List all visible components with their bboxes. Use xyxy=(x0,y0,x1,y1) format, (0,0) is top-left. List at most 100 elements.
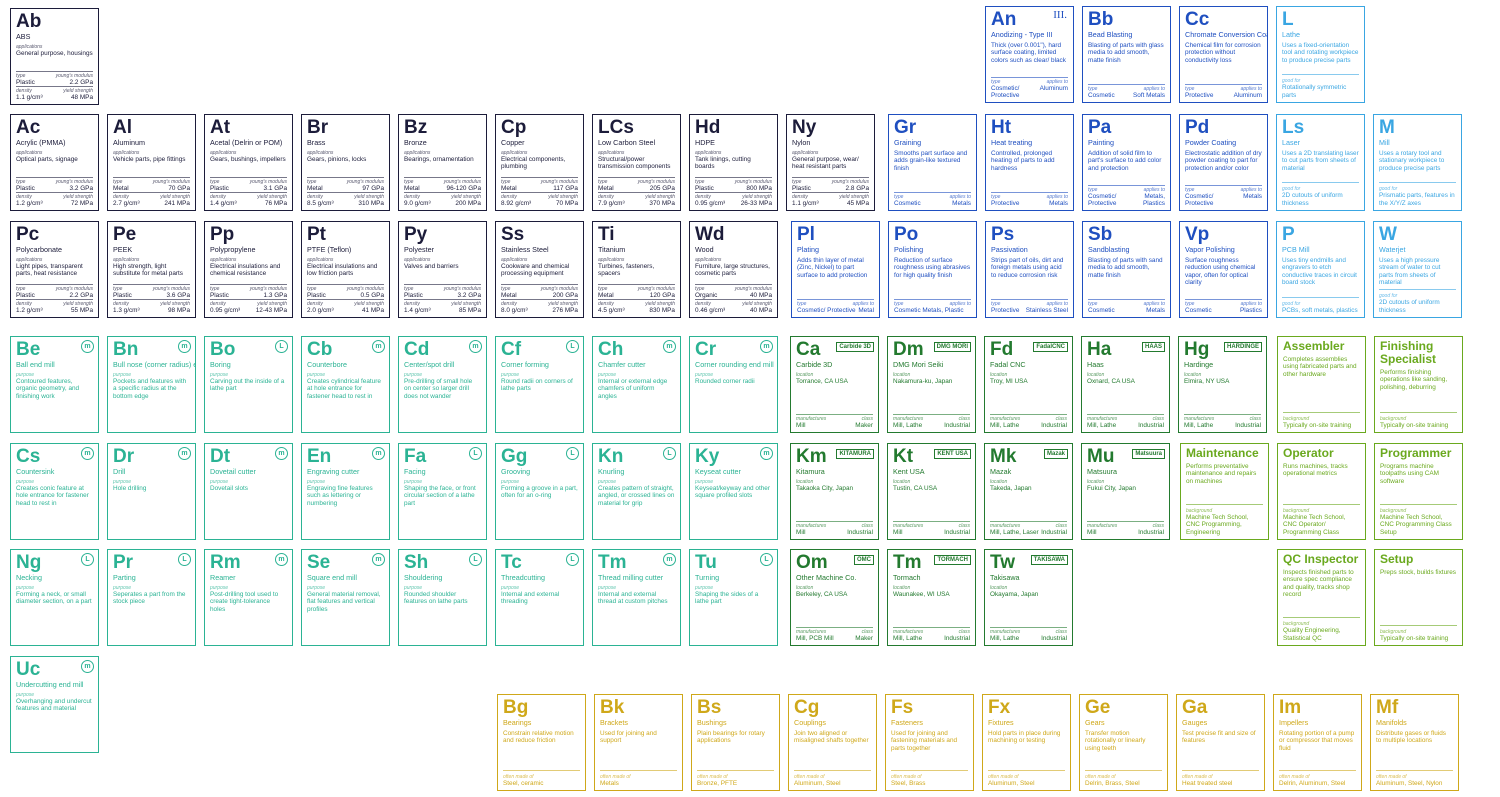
element-cell-fs[interactable]: Fs Fasteners Used for joining and fastenin… xyxy=(885,694,974,791)
element-cell-pe[interactable]: Pe PEEK applications High strength, light s… xyxy=(107,221,196,318)
element-cell-ky[interactable]: Ky Keyseat cutter m purpose Keyseat/keyway a… xyxy=(689,443,778,540)
element-cell-se[interactable]: Se Square end mill m purpose General materia… xyxy=(301,549,390,646)
element-cell-ac[interactable]: Ac Acrylic (PMMA) applications Optical part… xyxy=(10,114,99,211)
element-cell-cg[interactable]: Cg Couplings Join two aligned or misaligne… xyxy=(788,694,877,791)
element-cell-km[interactable]: Km Kitamura KITAMURA location Takaoka City, … xyxy=(790,443,879,540)
element-cell-w[interactable]: W Waterjet Uses a high pressure stream of … xyxy=(1373,221,1462,318)
element-cell-mf[interactable]: Mf Manifolds Distribute gases or fluids to… xyxy=(1370,694,1459,791)
element-cell-lcs[interactable]: LCs Low Carbon Steel applications Structura… xyxy=(592,114,681,211)
element-cell-vp[interactable]: Vp Vapor Polishing Surface roughness reduc… xyxy=(1179,221,1268,318)
cell-footer: background Machine Tech School, CNC Opera… xyxy=(1283,503,1360,536)
element-cell-setup[interactable]: Setup Preps stock, builds fixtures backgro… xyxy=(1374,549,1463,646)
element-cell-p[interactable]: P PCB Mill Uses tiny endmills and engraver… xyxy=(1276,221,1365,318)
element-cell-assembler[interactable]: Assembler Completes assemblies using fabr… xyxy=(1277,336,1366,433)
element-cell-bk[interactable]: Bk Brackets Used for joining and support of… xyxy=(594,694,683,791)
element-cell-cp[interactable]: Cp Copper applications Electrical component… xyxy=(495,114,584,211)
element-cell-dr[interactable]: Dr Drill m purpose Hole drilling xyxy=(107,443,196,540)
element-cell-be[interactable]: Be Ball end mill m purpose Contoured feature… xyxy=(10,336,99,433)
element-cell-ha[interactable]: Ha Haas HAAS location Oxnard, CA USA manufact… xyxy=(1081,336,1170,433)
element-cell-bz[interactable]: Bz Bronze applications Bearings, ornamentat… xyxy=(398,114,487,211)
element-cell-ab[interactable]: Ab ABS applications General purpose, housin… xyxy=(10,8,99,105)
element-cell-im[interactable]: Im Impellers Rotating portion of a pump or… xyxy=(1273,694,1362,791)
element-cell-dt[interactable]: Dt Dovetail cutter m purpose Dovetail slots xyxy=(204,443,293,540)
element-cell-po[interactable]: Po Polishing Reduction of surface roughnes… xyxy=(888,221,977,318)
element-cell-m[interactable]: M Mill Uses a rotary tool and stationary w… xyxy=(1373,114,1462,211)
element-cell-l[interactable]: L Lathe Uses a fixed-orientation tool and … xyxy=(1276,6,1365,103)
element-cell-fd[interactable]: Fd Fadal CNC FadalCNC location Troy, MI USA m… xyxy=(984,336,1073,433)
element-cell-cb[interactable]: Cb Counterbore m purpose Creates cylindrical… xyxy=(301,336,390,433)
element-cell-programmer[interactable]: Programmer Programs machine toolpaths usi… xyxy=(1374,443,1463,540)
element-cell-fx[interactable]: Fx Fixtures Hold parts in place during mac… xyxy=(982,694,1071,791)
element-cell-br[interactable]: Br Brass applications Gears, pinions, locks… xyxy=(301,114,390,211)
element-cell-ch[interactable]: Ch Chamfer cutter m purpose Internal or exte… xyxy=(592,336,681,433)
element-cell-bs[interactable]: Bs Bushings Plain bearings for rotary appl… xyxy=(691,694,780,791)
purpose-label: purpose xyxy=(16,479,35,485)
element-cell-dm[interactable]: Dm DMG Mori Seiki DMG MORI location Nakamura… xyxy=(887,336,976,433)
element-cell-py[interactable]: Py Polyester applications Valves and barrie… xyxy=(398,221,487,318)
element-cell-qc-inspector[interactable]: QC Inspector Inspects finished parts to e… xyxy=(1277,549,1366,646)
element-cell-tm[interactable]: Tm Thread milling cutter m purpose Internal … xyxy=(592,549,681,646)
element-cell-pt[interactable]: Pt PTFE (Teflon) applications Electrical in… xyxy=(301,221,390,318)
element-cell-cr[interactable]: Cr Corner rounding end mill m purpose Rounde… xyxy=(689,336,778,433)
element-cell-pd[interactable]: Pd Powder Coating Electrostatic addition o… xyxy=(1179,114,1268,211)
element-cell-mu[interactable]: Mu Matsuura Matsuura location Fukui City, Ja… xyxy=(1081,443,1170,540)
element-cell-ca[interactable]: Ca Carbide 3D Carbide 3D location Torrance, … xyxy=(790,336,879,433)
element-cell-pc[interactable]: Pc Polycarbonate applications Light pipes, … xyxy=(10,221,99,318)
element-cell-ga[interactable]: Ga Gauges Test precise fit and size of fea… xyxy=(1176,694,1265,791)
element-cell-pa[interactable]: Pa Painting Addition of solid film to part… xyxy=(1082,114,1171,211)
element-name: Anodizing - Type III xyxy=(991,30,1053,39)
element-cell-uc[interactable]: Uc Undercutting end mill m purpose Overhangi… xyxy=(10,656,99,753)
cell-footer: often made of Steel, ceramic xyxy=(503,769,580,787)
location-value: Nakamura-ku, Japan xyxy=(893,378,953,385)
element-cell-om[interactable]: Om Other Machine Co. OMC location Berkeley, … xyxy=(790,549,879,646)
element-cell-kt[interactable]: Kt Kent USA KENT USA location Tustin, CA USA… xyxy=(887,443,976,540)
element-cell-rm[interactable]: Rm Reamer m purpose Post-drilling tool used … xyxy=(204,549,293,646)
element-cell-hg[interactable]: Hg Hardinge HARDINGE location Elmira, NY USA… xyxy=(1178,336,1267,433)
element-cell-ht[interactable]: Ht Heat treating Controlled, prolonged hea… xyxy=(985,114,1074,211)
element-cell-pl[interactable]: Pl Plating Adds thin layer of metal (Zinc,… xyxy=(791,221,880,318)
element-cell-al[interactable]: Al Aluminum applications Vehicle parts, pip… xyxy=(107,114,196,211)
class-value: Maker xyxy=(855,421,873,429)
element-cell-at[interactable]: At Acetal (Delrin or POM) applications Gear… xyxy=(204,114,293,211)
element-cell-mk[interactable]: Mk Mazak Mazak location Takeda, Japan manufac… xyxy=(984,443,1073,540)
element-cell-ss[interactable]: Ss Stainless Steel applications Cookware an… xyxy=(495,221,584,318)
element-cell-tw[interactable]: Tw Takisawa TAKISAWA location Okayama, Japan… xyxy=(984,549,1073,646)
element-cell-ge[interactable]: Ge Gears Transfer motion rotationally or l… xyxy=(1079,694,1168,791)
element-cell-ls[interactable]: Ls Laser Uses a 2D translating laser to cu… xyxy=(1276,114,1365,211)
element-cell-cd[interactable]: Cd Center/spot drill m purpose Pre-drilling … xyxy=(398,336,487,433)
element-cell-an[interactable]: An Anodizing - Type III III. Thick (over 0.… xyxy=(985,6,1074,103)
element-cell-bg[interactable]: Bg Bearings Constrain relative motion and … xyxy=(497,694,586,791)
element-cell-operator[interactable]: Operator Runs machines, tracks operationa… xyxy=(1277,443,1366,540)
element-cell-hd[interactable]: Hd HDPE applications Tank linings, cutting … xyxy=(689,114,778,211)
element-cell-ti[interactable]: Ti Titanium applications Turbines, fastener… xyxy=(592,221,681,318)
element-cell-ny[interactable]: Ny Nylon applications General purpose, wear… xyxy=(786,114,875,211)
description: Preps stock, builds fixtures xyxy=(1380,569,1457,576)
element-symbol: Cd xyxy=(404,339,430,360)
element-cell-en[interactable]: En Engraving cutter m purpose Engraving fine… xyxy=(301,443,390,540)
element-cell-tm[interactable]: Tm Tormach TORMACH location Waunakee, WI USA… xyxy=(887,549,976,646)
element-cell-wd[interactable]: Wd Wood applications Furniture, large struc… xyxy=(689,221,778,318)
element-name: Powder Coating xyxy=(1185,138,1237,147)
element-cell-finishing-specialist[interactable]: Finishing Specialist Performs finishing o… xyxy=(1374,336,1463,433)
element-cell-maintenance[interactable]: Maintenance Performs preventative mainten… xyxy=(1180,443,1269,540)
element-cell-pp[interactable]: Pp Polypropylene applications Electrical in… xyxy=(204,221,293,318)
element-cell-gr[interactable]: Gr Graining Smooths part surface and adds … xyxy=(888,114,977,211)
yield-label: yield strength xyxy=(354,300,384,307)
density-label: density xyxy=(501,300,517,307)
element-cell-sb[interactable]: Sb Sandblasting Blasting of parts with san… xyxy=(1082,221,1171,318)
element-cell-bb[interactable]: Bb Bead Blasting Blasting of parts with gl… xyxy=(1082,6,1171,103)
element-cell-ps[interactable]: Ps Passivation Strips part of oils, dirt a… xyxy=(985,221,1074,318)
element-cell-cs[interactable]: Cs Countersink m purpose Creates conic featu… xyxy=(10,443,99,540)
